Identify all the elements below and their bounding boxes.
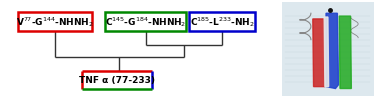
Text: C$^{185}$-L$^{233}$-NH$_{2}$: C$^{185}$-L$^{233}$-NH$_{2}$ xyxy=(190,15,255,29)
Bar xyxy=(105,12,186,31)
Bar xyxy=(282,2,374,96)
Text: V$^{77}$-G$^{144}$-NHNH$_{2}$: V$^{77}$-G$^{144}$-NHNH$_{2}$ xyxy=(16,15,94,29)
Bar xyxy=(82,71,152,89)
Text: C$^{145}$-G$^{184}$-NHNH$_{2}$: C$^{145}$-G$^{184}$-NHNH$_{2}$ xyxy=(105,15,186,29)
Bar xyxy=(18,12,91,31)
Polygon shape xyxy=(326,13,338,88)
Polygon shape xyxy=(324,17,328,87)
Polygon shape xyxy=(313,19,325,87)
Text: TNF α (77-233): TNF α (77-233) xyxy=(79,76,155,85)
Bar xyxy=(189,12,256,31)
Polygon shape xyxy=(339,16,352,88)
